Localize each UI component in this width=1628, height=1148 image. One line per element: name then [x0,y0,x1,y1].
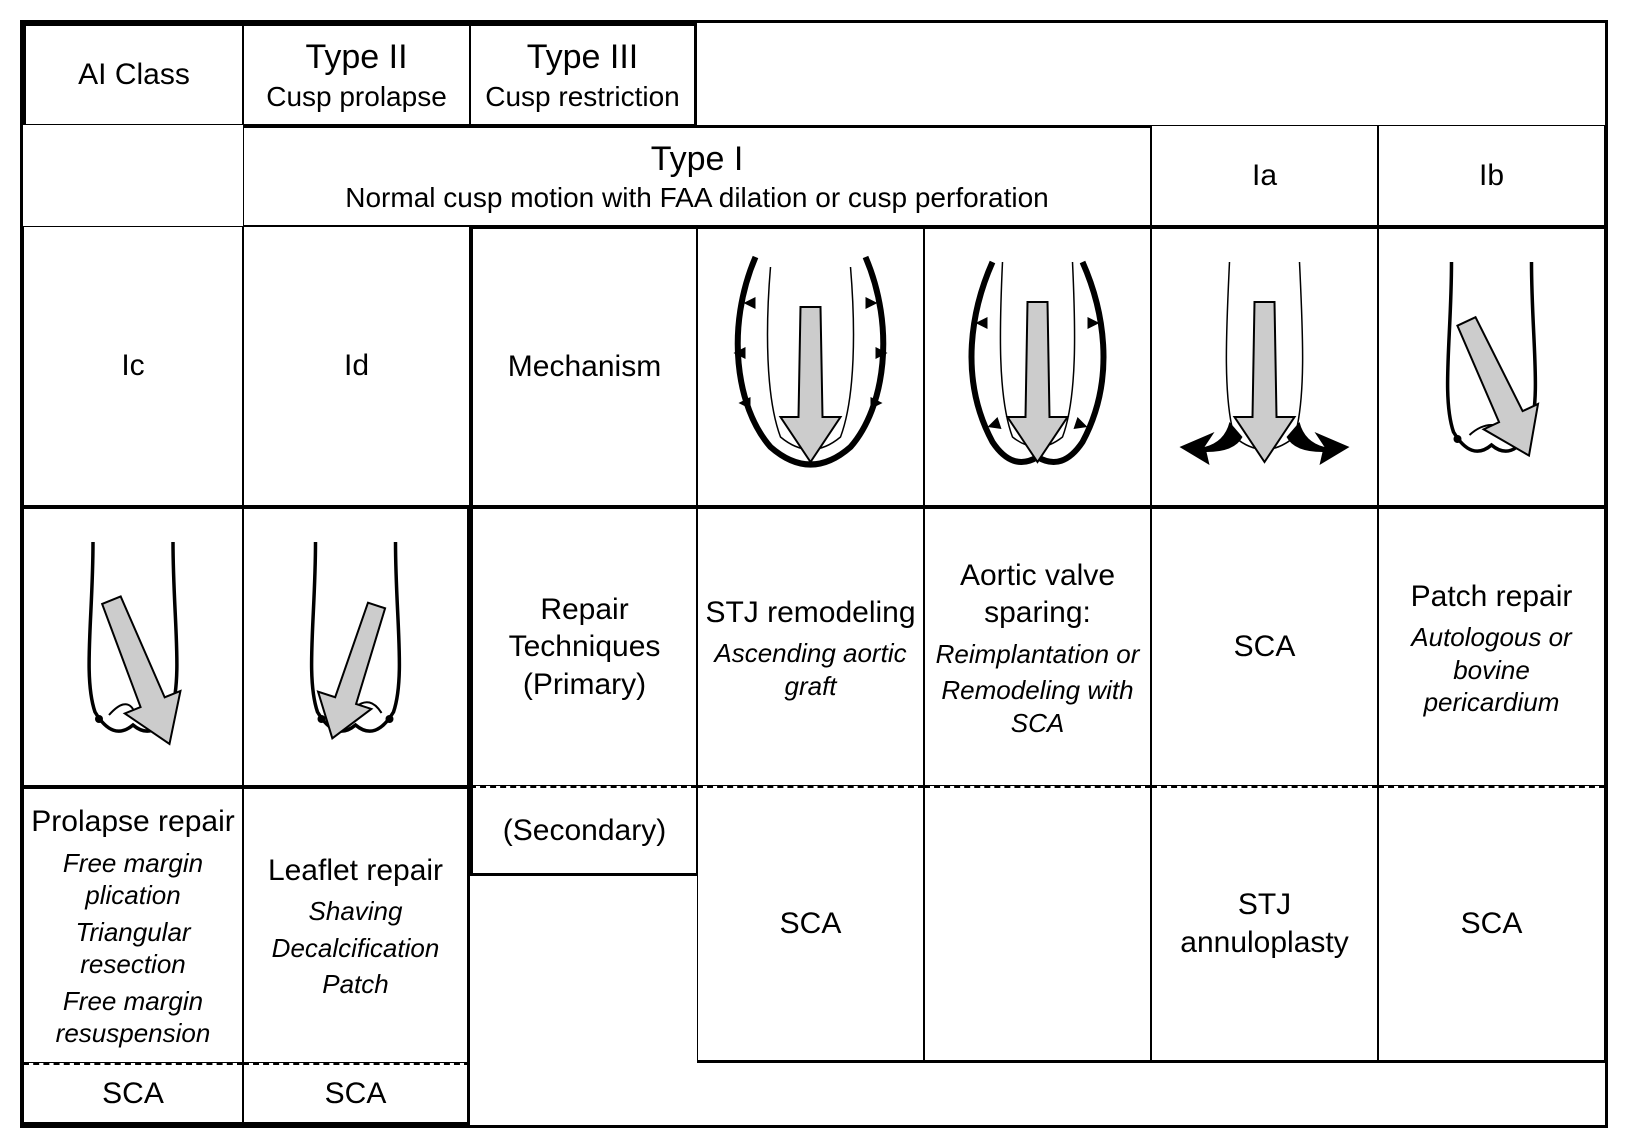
diagram-ib [924,226,1151,506]
header-ai-class: AI Class [23,23,243,125]
tech-ia: STJ remodeling Ascending aortic graft [697,506,924,786]
type2-title: Type II [305,36,407,79]
type3-subtitle: Cusp restriction [485,79,680,114]
sub-id: Id [243,226,470,506]
header-mechanism: Mechanism [470,226,697,506]
sub-ib: Ib [1378,125,1605,227]
sub-ia: Ia [1151,125,1378,227]
diagram-id [1378,226,1605,506]
sec-ia: SCA [697,786,924,1063]
sec-id: SCA [1378,786,1605,1063]
sub-ic: Ic [23,226,243,506]
tech-id: Patch repair Autologous or bovine perica… [1378,506,1605,786]
header-type1: Type I Normal cusp motion with FAA dilat… [243,125,1151,227]
sec-ii: SCA [23,1063,243,1126]
type2-subtitle: Cusp prolapse [266,79,447,114]
tech-ic: SCA [1151,506,1378,786]
diagram-ic [1151,226,1378,506]
header-type3: Type III Cusp restriction [470,23,697,125]
header-secondary: (Secondary) [470,786,697,876]
header-repair-primary: Repair Techniques (Primary) [470,506,697,786]
diagram-ia [697,226,924,506]
type1-title: Type I [651,138,744,181]
type3-title: Type III [527,36,639,79]
header-type2: Type II Cusp prolapse [243,23,470,125]
sec-ic: STJ annuloplasty [1151,786,1378,1063]
diagram-iii [243,506,470,786]
tech-ii: Prolapse repair Free margin plication Tr… [23,786,243,1063]
tech-iii: Leaflet repair Shaving Decalcification P… [243,786,470,1063]
type1-subtitle: Normal cusp motion with FAA dilation or … [345,180,1048,215]
classification-table: AI Class Type I Normal cusp motion with … [20,20,1608,1128]
sec-iii: SCA [243,1063,470,1126]
label: AI Class [78,56,190,94]
tech-ib: Aortic valve sparing: Reimplantation or … [924,506,1151,786]
diagram-ii [23,506,243,786]
sec-ib [924,786,1151,1063]
